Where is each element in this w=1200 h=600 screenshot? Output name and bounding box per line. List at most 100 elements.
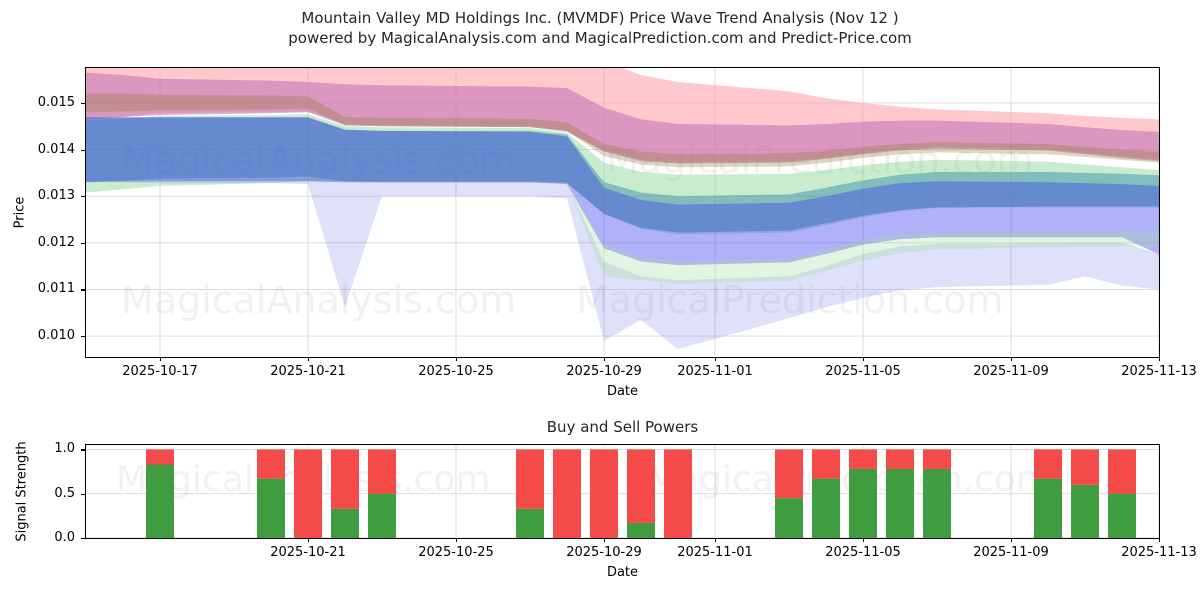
price-y-tick-mark (81, 102, 85, 105)
power-y-tick-label: 0.0 (54, 530, 75, 545)
power-x-tick-label: 2025-11-01 (677, 545, 753, 560)
power-y-tick-mark (81, 449, 85, 451)
price-y-tick-mark (81, 196, 85, 198)
price-y-tick-label: 0.010 (37, 328, 75, 344)
power-x-tick-mark (1011, 538, 1013, 542)
power-bar-sell[interactable] (627, 449, 655, 523)
price-chart-x-axis-title: Date (606, 384, 639, 399)
power-bar-buy[interactable] (923, 468, 951, 538)
power-y-tick-mark (81, 538, 85, 540)
power-bar-sell[interactable] (1071, 449, 1099, 485)
power-x-tick-mark (1159, 538, 1161, 542)
power-bar-sell[interactable] (146, 449, 174, 465)
price-y-tick-label: 0.015 (37, 94, 75, 110)
price-y-tick-mark (81, 336, 85, 338)
power-chart-y-axis-title: Signal Strength (14, 440, 30, 542)
power-x-tick-label: 2025-10-25 (418, 545, 494, 560)
power-bar-buy[interactable] (1108, 493, 1136, 538)
price-x-tick-mark (863, 357, 865, 361)
power-x-tick-label: 2025-11-09 (973, 545, 1049, 560)
power-bar-buy[interactable] (257, 478, 285, 538)
price-x-tick-mark (160, 357, 162, 361)
power-bar-sell[interactable] (294, 449, 322, 538)
price-band-olive-overlay-band (86, 93, 1159, 168)
power-bar-sell[interactable] (664, 449, 692, 538)
price-band-purple-magenta-band (86, 72, 1159, 164)
power-y-tick-mark (81, 493, 85, 495)
price-chart-y-axis-title: Price (12, 196, 28, 228)
power-bar-buy[interactable] (368, 493, 396, 538)
watermark-text: MagicalPrediction.com (576, 278, 1004, 322)
power-bar-buy[interactable] (886, 468, 914, 538)
power-bar-buy[interactable] (516, 508, 544, 538)
power-bar-sell[interactable] (257, 449, 285, 479)
price-x-tick-mark (308, 357, 310, 361)
power-bar-buy[interactable] (775, 498, 803, 538)
power-x-tick-mark (308, 538, 310, 542)
power-bar-sell[interactable] (516, 449, 544, 509)
price-x-tick-label: 2025-10-17 (122, 364, 198, 379)
power-x-tick-label: 2025-11-13 (1121, 545, 1197, 560)
power-x-tick-mark (604, 538, 606, 542)
power-bar-buy[interactable] (331, 508, 359, 538)
figure-title: Mountain Valley MD Holdings Inc. (MVMDF)… (0, 8, 1200, 48)
price-chart-svg: MagicalAnalysis.com MagicalPrediction.com… (86, 68, 1159, 357)
power-bar-sell[interactable] (331, 449, 359, 509)
price-y-tick-mark (81, 242, 85, 244)
power-bar-sell[interactable] (812, 449, 840, 479)
price-chart-plot-area: MagicalAnalysis.com MagicalPrediction.com… (85, 67, 1160, 358)
price-band-teal-core-band (86, 117, 1159, 233)
power-bar-buy[interactable] (1071, 484, 1099, 538)
power-bar-buy[interactable] (812, 478, 840, 538)
power-x-tick-label: 2025-11-05 (825, 545, 901, 560)
price-y-tick-label: 0.013 (37, 188, 75, 204)
watermark-text: MagicalAnalysis.com (121, 278, 516, 322)
power-bar-sell[interactable] (1108, 449, 1136, 494)
power-bar-sell[interactable] (368, 449, 396, 494)
price-x-tick-label: 2025-10-29 (566, 364, 642, 379)
price-x-tick-mark (1011, 357, 1013, 361)
price-x-tick-label: 2025-10-21 (270, 364, 346, 379)
power-bar-sell[interactable] (553, 449, 581, 538)
watermark-text: MagicalPrediction.com (646, 459, 1051, 500)
price-x-tick-label: 2025-11-05 (825, 364, 901, 379)
price-x-tick-mark (604, 357, 606, 361)
power-bar-buy[interactable] (146, 464, 174, 538)
power-y-tick-label: 1.0 (54, 441, 75, 457)
power-bar-sell[interactable] (849, 449, 877, 469)
power-chart-x-axis-title: Date (606, 565, 639, 580)
price-y-tick-mark (81, 289, 85, 291)
price-y-tick-mark (81, 149, 85, 151)
price-x-tick-label: 2025-11-09 (973, 364, 1049, 379)
power-bar-sell[interactable] (590, 449, 618, 538)
power-bar-sell[interactable] (923, 449, 951, 469)
price-x-tick-mark (456, 357, 458, 361)
price-band-pink-upper-band (86, 68, 1159, 163)
price-x-tick-label: 2025-11-13 (1121, 364, 1197, 379)
power-y-tick-label: 0.5 (54, 485, 75, 501)
power-x-tick-label: 2025-10-29 (566, 545, 642, 560)
price-band-faint-green-lower-band (86, 181, 1159, 284)
power-bar-sell[interactable] (1034, 449, 1062, 479)
power-bar-buy[interactable] (849, 468, 877, 538)
price-band-blue-mid-band (86, 116, 1159, 266)
price-y-tick-label: 0.014 (37, 141, 75, 157)
power-bar-buy[interactable] (627, 522, 655, 538)
price-x-tick-mark (1159, 357, 1161, 361)
price-y-tick-label: 0.011 (37, 281, 75, 297)
power-bar-sell[interactable] (886, 449, 914, 469)
power-bar-sell[interactable] (775, 449, 803, 499)
power-x-tick-mark (863, 538, 865, 542)
power-x-tick-mark (715, 538, 717, 542)
figure-title-line-2: powered by MagicalAnalysis.com and Magic… (288, 29, 912, 47)
power-bar-buy[interactable] (1034, 478, 1062, 538)
price-band-pale-blue-lower-band (86, 177, 1159, 350)
power-x-tick-mark (456, 538, 458, 542)
power-chart-title: Buy and Sell Powers (546, 418, 699, 436)
price-x-tick-label: 2025-10-25 (418, 364, 494, 379)
price-x-tick-label: 2025-11-01 (677, 364, 753, 379)
price-x-tick-mark (715, 357, 717, 361)
